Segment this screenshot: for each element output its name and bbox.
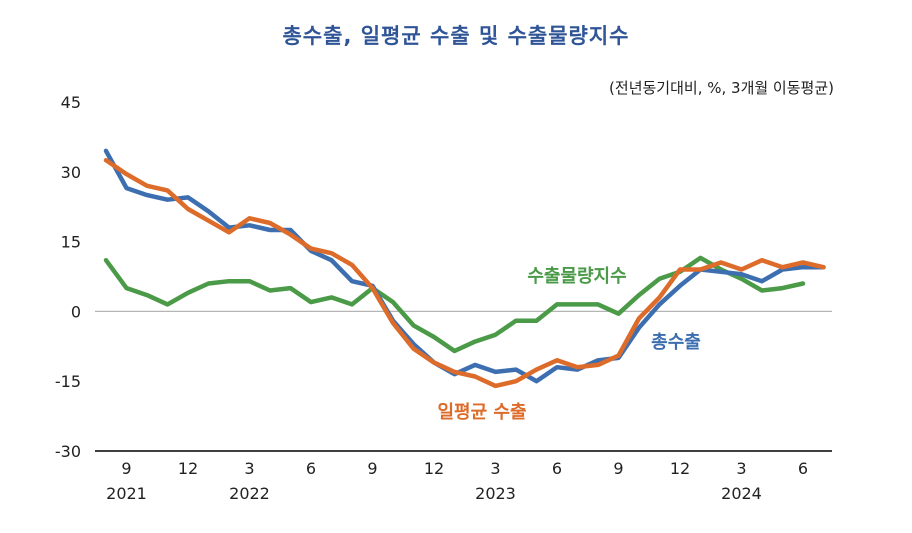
x-tick-label: 9: [613, 459, 623, 478]
y-tick-label: 15: [61, 233, 81, 252]
chart-title: 총수출, 일평균 수출 및 수출물량지수: [282, 24, 630, 48]
x-year-label: 2023: [475, 484, 516, 503]
series-label-export-volume: 수출물량지수: [527, 266, 626, 287]
x-tick-label: 3: [244, 459, 254, 478]
series-label-daily-avg-exports: 일평균 수출: [437, 402, 526, 423]
x-tick-label: 12: [424, 459, 444, 478]
series-lines: [103, 148, 826, 389]
x-year-label: 2021: [106, 484, 147, 503]
x-tick-label: 9: [121, 459, 131, 478]
x-tick-label: 3: [490, 459, 500, 478]
y-tick-label: 0: [71, 302, 81, 321]
y-tick-label: 45: [61, 93, 81, 112]
x-tick-label: 6: [306, 459, 316, 478]
x-tick-label: 12: [178, 459, 198, 478]
x-tick-label: 6: [798, 459, 808, 478]
y-tick-label: -30: [55, 442, 81, 461]
x-tick-label: 9: [367, 459, 377, 478]
x-axis-labels: 9 12 3 6 9 12 3 6 9 12 3 6 2021 2022 2023 2024: [106, 459, 808, 503]
x-tick-label: 6: [552, 459, 562, 478]
x-tick-label: 3: [736, 459, 746, 478]
y-tick-label: 30: [61, 163, 81, 182]
series-line-2: [103, 255, 806, 354]
y-tick-label: -15: [55, 372, 81, 391]
y-axis-labels: 45 30 15 0 -15 -30: [55, 93, 81, 461]
series-label-total-exports: 총수출: [651, 332, 701, 353]
x-year-label: 2024: [721, 484, 762, 503]
unit-note: (전년동기대비, %, 3개월 이동평균): [609, 79, 834, 97]
x-tick-label: 12: [670, 459, 690, 478]
chart-grid: [95, 310, 832, 452]
series-line-1: [103, 157, 826, 389]
x-year-label: 2022: [229, 484, 270, 503]
